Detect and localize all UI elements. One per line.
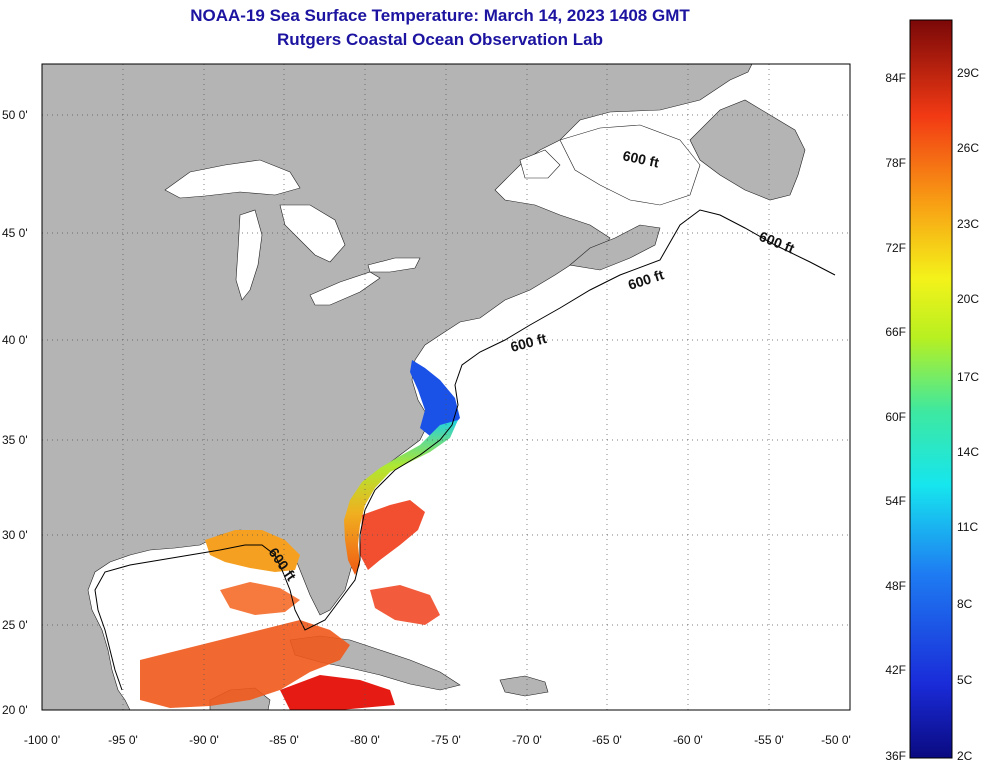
temperature-colorbar [909, 19, 953, 759]
lat-tick: 20 0' [2, 703, 28, 717]
warm-water-gulf-mid [220, 582, 300, 615]
colorbar-c-label: 23C [957, 217, 979, 231]
colorbar-c-label: 8C [957, 597, 973, 611]
lon-tick: -100 0' [24, 733, 60, 747]
gulf-of-st-lawrence [559, 124, 701, 206]
colorbar-celsius-labels: 29C 26C 23C 20C 17C 14C 11C 8C 5C 2C [957, 66, 979, 763]
colorbar-c-label: 29C [957, 66, 979, 80]
lake-erie [309, 271, 381, 306]
lon-tick: -55 0' [754, 733, 784, 747]
lon-tick: -95 0' [108, 733, 138, 747]
lon-tick: -50 0' [821, 733, 851, 747]
lon-tick: -75 0' [431, 733, 461, 747]
lake-michigan [235, 209, 263, 301]
contour-label-1: 600 ft [621, 147, 660, 170]
warm-water-gulf-north [205, 530, 300, 572]
north-america-land [42, 64, 753, 710]
warm-water-gulf-south [140, 620, 350, 708]
lon-tick: -70 0' [512, 733, 542, 747]
map-subtitle: Rutgers Coastal Ocean Observation Lab [277, 30, 603, 49]
lat-tick: 30 0' [2, 528, 28, 542]
colorbar-f-label: 54F [885, 494, 906, 508]
longitude-axis: -100 0' -95 0' -90 0' -85 0' -80 0' -75 … [24, 733, 851, 747]
warm-water-caribbean [280, 675, 395, 710]
map-title: NOAA-19 Sea Surface Temperature: March 1… [190, 6, 690, 25]
colorbar-c-label: 2C [957, 749, 973, 763]
colorbar-f-label: 36F [885, 749, 906, 763]
hispaniola-land [499, 675, 549, 697]
colorbar-f-label: 48F [885, 579, 906, 593]
lon-tick: -90 0' [189, 733, 219, 747]
lat-tick: 35 0' [2, 433, 28, 447]
nova-scotia-land [569, 224, 661, 271]
colorbar-f-label: 84F [885, 71, 906, 85]
bathymetry-600ft-contour [94, 209, 836, 691]
colorbar-f-label: 66F [885, 325, 906, 339]
lon-tick: -85 0' [269, 733, 299, 747]
lake-superior [164, 159, 301, 199]
gulf-stream-band [344, 420, 458, 575]
lat-tick: 25 0' [2, 618, 28, 632]
colorbar-c-label: 20C [957, 292, 979, 306]
colorbar-f-label: 72F [885, 241, 906, 255]
colorbar-c-label: 26C [957, 141, 979, 155]
warm-water-bahamas [370, 585, 440, 625]
newfoundland-land [689, 99, 806, 201]
lon-tick: -60 0' [673, 733, 703, 747]
colorbar-c-label: 14C [957, 445, 979, 459]
latitude-axis: 50 0' 45 0' 40 0' 35 0' 30 0' 25 0' 20 0… [2, 108, 28, 717]
lake-huron [279, 204, 346, 263]
lon-tick: -65 0' [592, 733, 622, 747]
lon-tick: -80 0' [350, 733, 380, 747]
colorbar-f-label: 60F [885, 410, 906, 424]
colorbar-f-label: 78F [885, 156, 906, 170]
lat-tick: 40 0' [2, 333, 28, 347]
colorbar-fahrenheit-labels: 84F 78F 72F 66F 60F 54F 48F 42F 36F [885, 71, 906, 763]
hudson-strait-water [519, 149, 561, 179]
lat-tick: 45 0' [2, 226, 28, 240]
colorbar-c-label: 11C [957, 520, 978, 534]
lat-tick: 50 0' [2, 108, 28, 122]
shelf-cold-water [410, 360, 460, 436]
colorbar-f-label: 42F [885, 663, 906, 677]
colorbar-c-label: 5C [957, 673, 973, 687]
lake-ontario [367, 257, 421, 273]
colorbar-c-label: 17C [957, 370, 979, 384]
